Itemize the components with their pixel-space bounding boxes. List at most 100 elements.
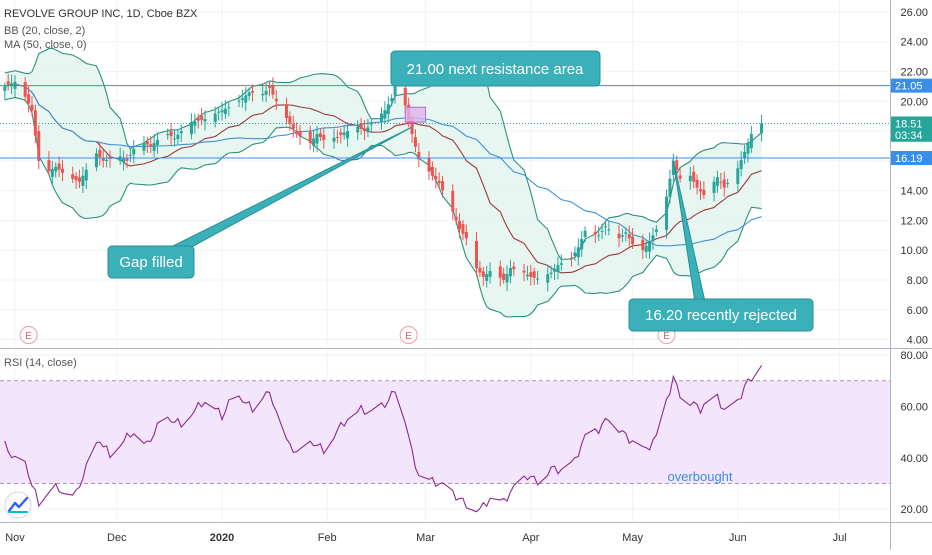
candle-body	[488, 271, 492, 277]
candle-body	[627, 234, 631, 239]
candle-body	[481, 271, 485, 278]
candle-body	[556, 265, 560, 272]
moving-average-line	[4, 83, 762, 247]
candle-body	[77, 177, 81, 182]
candle-body	[98, 149, 102, 158]
candle-body	[312, 138, 316, 146]
candle-body	[413, 137, 417, 147]
candle-body	[244, 95, 248, 103]
price-label: 21.05	[895, 81, 923, 93]
callout-gap-filled[interactable]: Gap filled	[107, 126, 413, 279]
rsi-legend[interactable]: RSI (14, close)	[4, 357, 77, 369]
earnings-marker-label: E	[25, 331, 32, 342]
candle-body	[749, 134, 753, 149]
price-label: 16.19	[895, 153, 923, 165]
price-tick-label: 10.00	[900, 245, 928, 257]
candle-body	[149, 144, 153, 146]
time-tick-label: 2020	[210, 532, 234, 544]
rsi-tick-label: 80.00	[900, 350, 928, 362]
candle-body	[237, 100, 241, 102]
time-tick-label: Dec	[107, 532, 127, 544]
time-tick-label: Nov	[5, 532, 25, 544]
candle-body	[597, 235, 601, 237]
candle-body	[122, 158, 126, 163]
candle-body	[223, 108, 227, 115]
candle-body	[274, 98, 278, 102]
time-axis[interactable]: Nov Dec 2020 Feb Mar Apr May Jun Jul	[5, 532, 846, 544]
moving-average-legend[interactable]: MA (50, close, 0)	[4, 39, 87, 51]
candle-body	[536, 278, 540, 280]
bollinger-legend[interactable]: BB (20, close, 2)	[4, 25, 85, 37]
candle-body	[746, 142, 750, 154]
candle-body	[203, 119, 207, 122]
candle-body	[719, 181, 723, 183]
rsi-band	[0, 380, 890, 484]
candle-body	[668, 178, 672, 198]
candle-body	[84, 169, 88, 181]
candle-body	[461, 223, 465, 234]
candle-body	[247, 92, 251, 96]
tradingview-logo-icon[interactable]	[4, 491, 32, 519]
candle-body	[61, 168, 65, 173]
price-tick-label: 12.00	[900, 215, 928, 227]
candle-body	[339, 132, 343, 135]
candle-body	[101, 158, 105, 161]
price-label-bg	[891, 116, 932, 131]
candle-body	[169, 131, 173, 137]
candle-body	[332, 137, 336, 142]
candle-body	[522, 270, 526, 273]
candle-body	[417, 151, 421, 160]
candle-body	[458, 221, 462, 230]
candle-body	[434, 176, 438, 180]
candle-body	[179, 131, 183, 134]
candle-body	[671, 160, 675, 175]
candle-body	[145, 141, 149, 145]
candlesticks	[3, 73, 764, 292]
callout-rejected[interactable]: 16.20 recently rejected	[628, 158, 814, 332]
candle-body	[441, 180, 445, 191]
candle-body	[3, 86, 7, 91]
price-axis[interactable]: 4.006.008.0010.0012.0014.0016.0018.0020.…	[900, 7, 928, 347]
callout-gap-filled-text: Gap filled	[119, 254, 182, 271]
candle-body	[675, 160, 679, 170]
candle-body	[217, 111, 221, 113]
time-tick-label: Apr	[522, 532, 539, 544]
candle-body	[692, 171, 696, 182]
candle-body	[288, 116, 292, 124]
callout-resistance[interactable]: 21.00 next resistance area	[390, 50, 601, 87]
candle-body	[220, 110, 224, 113]
candle-body	[105, 159, 109, 161]
candle-body	[508, 268, 512, 277]
price-tick-label: 8.00	[907, 275, 928, 287]
candle-body	[6, 81, 10, 85]
candle-body	[559, 263, 563, 265]
candle-body	[356, 126, 360, 133]
time-tick-label: Mar	[416, 532, 435, 544]
candle-body	[118, 156, 122, 161]
rsi-axis[interactable]: 20.00 40.00 60.00 80.00	[900, 350, 928, 516]
candle-body	[176, 134, 180, 139]
candle-body	[430, 166, 434, 176]
candle-body	[74, 176, 78, 181]
candle-body	[27, 94, 31, 104]
candle-body	[298, 130, 302, 137]
candle-body	[570, 257, 574, 259]
candle-body	[152, 142, 156, 151]
callout-rejected-text: 16.20 recently rejected	[645, 307, 797, 324]
rsi-band-label: overbought	[667, 469, 732, 484]
candle-body	[37, 130, 41, 161]
earnings-marker-icon[interactable]	[19, 326, 38, 344]
time-tick-label: Feb	[318, 532, 337, 544]
price-label-bg	[891, 78, 932, 93]
candle-body	[50, 169, 54, 177]
price-tick-label: 14.00	[900, 186, 928, 198]
candle-body	[166, 134, 170, 136]
candle-body	[189, 122, 193, 135]
candle-body	[648, 241, 652, 252]
earnings-marker-icon[interactable]	[399, 326, 418, 344]
candle-body	[213, 113, 217, 122]
candle-body	[81, 175, 85, 186]
